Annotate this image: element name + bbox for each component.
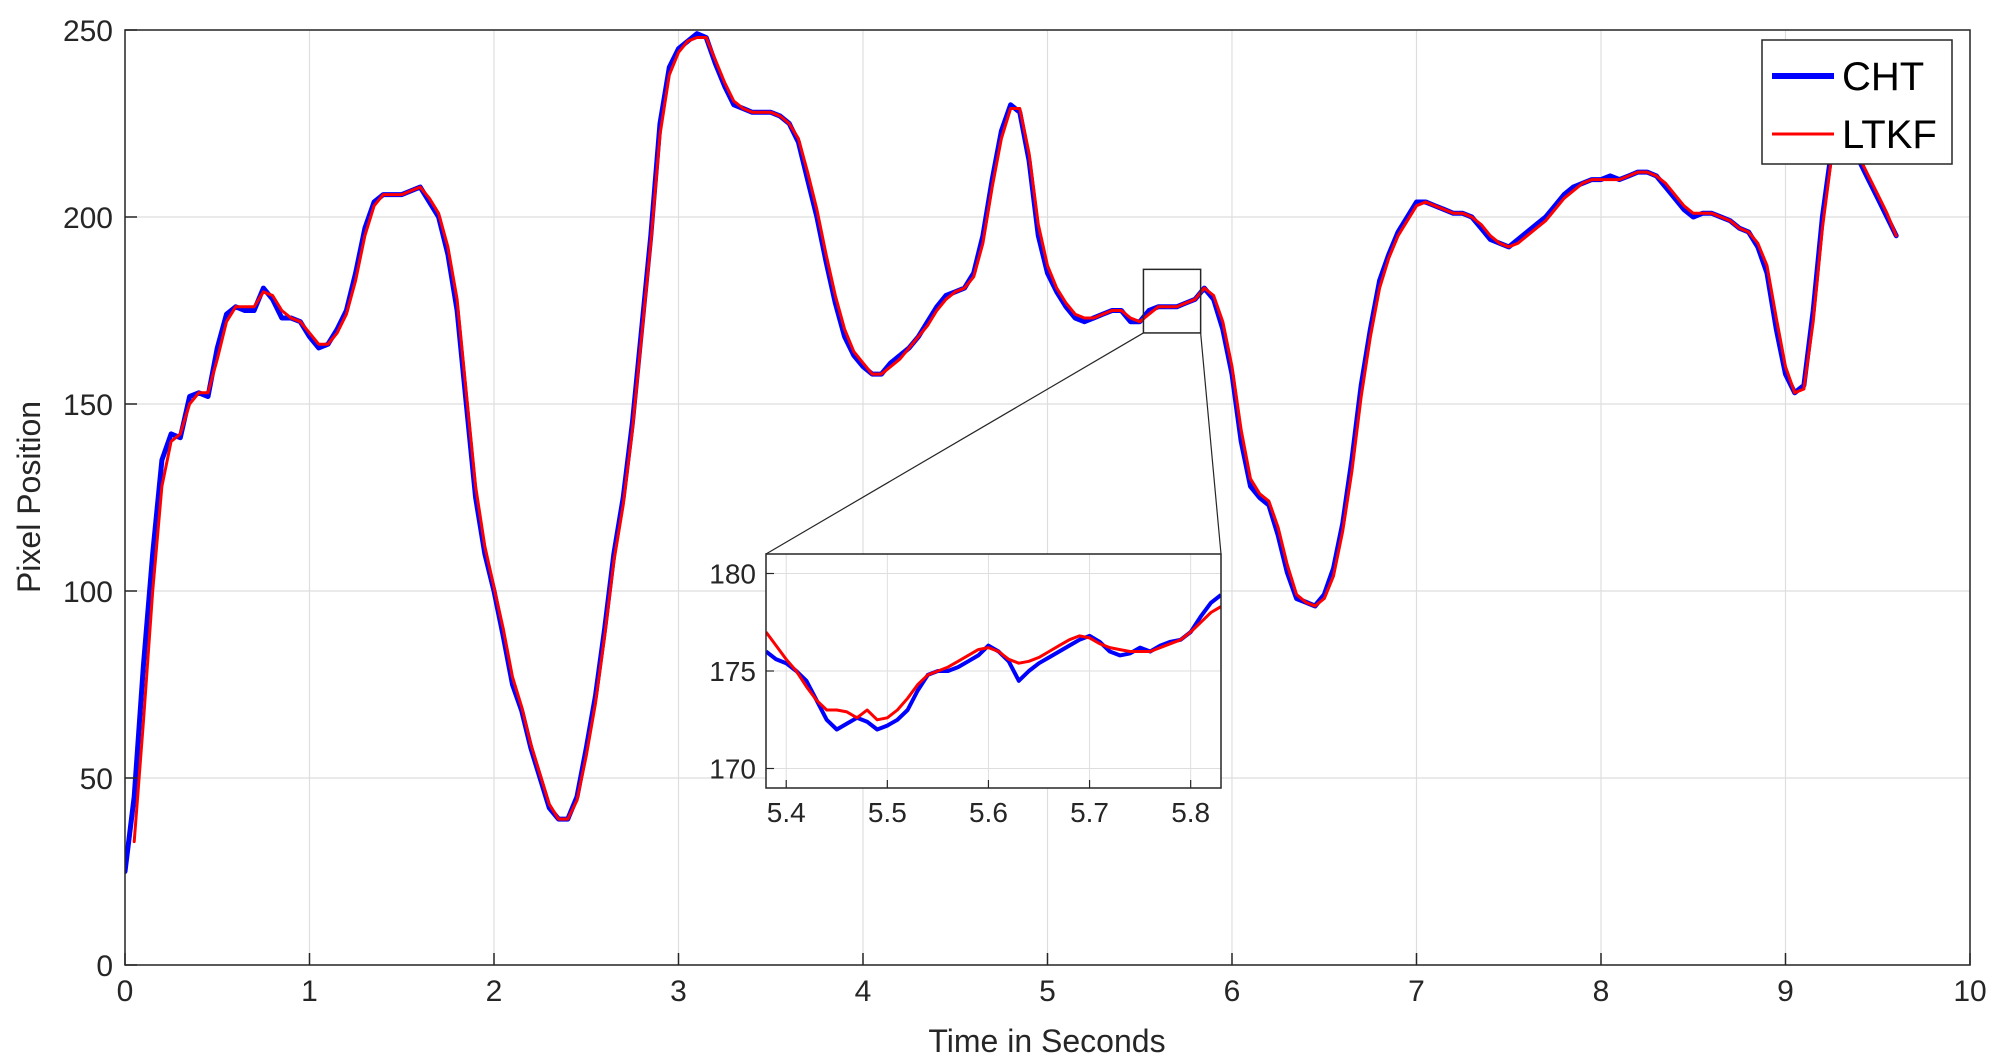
zoom-callout xyxy=(765,268,1222,555)
x-tick-label: 2 xyxy=(486,975,503,1008)
x-tick-label: 5 xyxy=(1039,975,1056,1008)
inset-x-tick-label: 5.4 xyxy=(767,797,806,828)
y-tick-label: 250 xyxy=(63,15,113,48)
y-tick-label: 150 xyxy=(63,389,113,422)
legend-box xyxy=(1761,39,1953,165)
main-grid xyxy=(124,29,1971,966)
x-tick-label: 0 xyxy=(117,975,134,1008)
x-tick-label: 8 xyxy=(1593,975,1610,1008)
x-tick-label: 9 xyxy=(1777,975,1794,1008)
inset-x-tick-label: 5.8 xyxy=(1171,797,1210,828)
inset-series-group xyxy=(766,593,1221,732)
x-tick-label: 6 xyxy=(1224,975,1241,1008)
y-tick-label: 200 xyxy=(63,202,113,235)
inset-y-tick-label: 175 xyxy=(709,656,756,687)
zoom-rectangle xyxy=(1142,268,1202,334)
legend-label-cht: CHT xyxy=(1842,55,1924,99)
x-tick-label: 10 xyxy=(1953,975,1986,1008)
series-line-ltkf xyxy=(132,36,1898,844)
x-tick-label: 4 xyxy=(855,975,872,1008)
inset-x-tick-label: 5.6 xyxy=(969,797,1008,828)
inset-x-tick-label: 5.5 xyxy=(868,797,907,828)
inset-series-line-ltkf xyxy=(766,605,1221,722)
y-tick-label: 50 xyxy=(80,763,113,796)
inset-chart: 5.4 5.5 5.6 5.7 5.8 170 175 180 xyxy=(709,553,1222,828)
y-tick-label: 100 xyxy=(63,576,113,609)
y-axis-title: Pixel Position xyxy=(11,401,47,593)
y-tick-label: 0 xyxy=(96,950,113,983)
x-tick-label: 3 xyxy=(670,975,687,1008)
inset-y-tick-label: 170 xyxy=(709,754,756,785)
x-axis-title: Time in Seconds xyxy=(928,1023,1165,1059)
legend: CHT LTKF xyxy=(1761,39,1953,165)
inset-y-tick-label: 180 xyxy=(709,559,756,590)
main-plot-area xyxy=(125,31,1899,874)
zoom-connector-left xyxy=(765,332,1144,555)
inset-axes-box xyxy=(765,553,1222,789)
x-tick-label: 1 xyxy=(301,975,318,1008)
legend-label-ltkf: LTKF xyxy=(1842,113,1937,157)
x-tick-label: 7 xyxy=(1408,975,1425,1008)
inset-x-tick-label: 5.7 xyxy=(1070,797,1109,828)
main-series-group xyxy=(125,31,1899,874)
zoom-connector-right xyxy=(1200,332,1222,555)
